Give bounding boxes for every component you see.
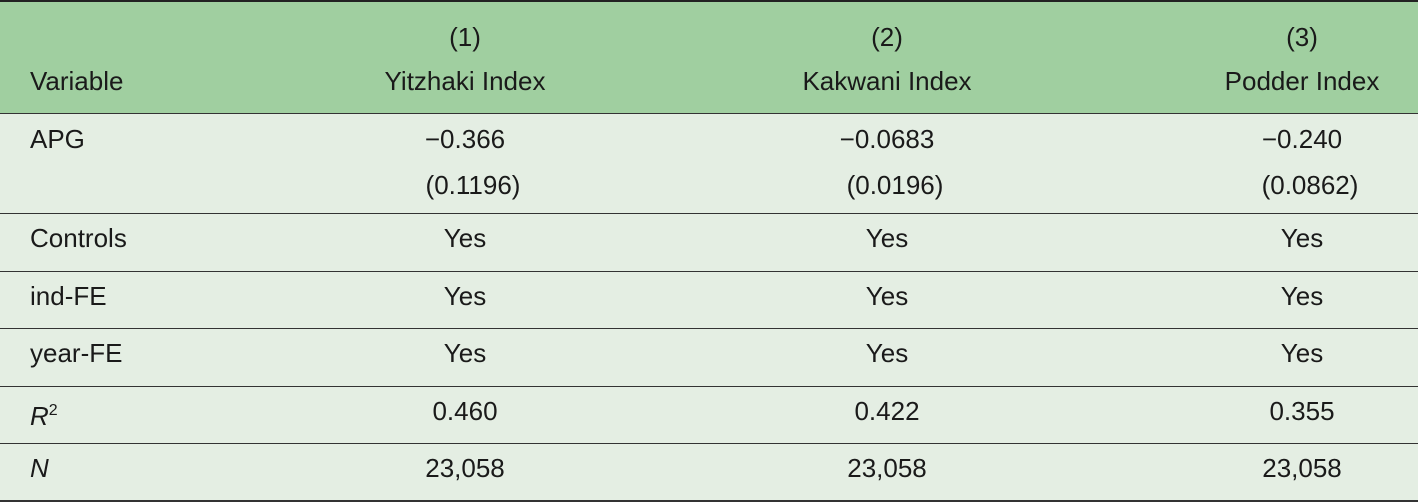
row-label-superscript: 2 [48, 401, 58, 419]
row-label-text: ind-FE [30, 280, 107, 311]
row-label-text: N [30, 453, 49, 483]
column-name: Podder Index [1224, 66, 1380, 96]
row-rule [0, 500, 1418, 502]
row-rule [0, 328, 1418, 329]
header-rule [0, 113, 1418, 114]
cell-std-error: (0.0862) [1261, 170, 1359, 200]
body-band [0, 114, 1418, 500]
row-rule [0, 443, 1418, 444]
cell-value: Yes [1280, 223, 1324, 253]
cell-value: 0.460 [432, 395, 498, 426]
cell-value: Yes [865, 223, 909, 253]
cell-value: 23,058 [1262, 453, 1342, 483]
row-label-text: R [30, 400, 49, 431]
cell-value: 0.355 [1269, 395, 1335, 426]
row-rule [0, 213, 1418, 214]
cell-value: Yes [443, 338, 487, 368]
row-label: R2 [30, 396, 58, 431]
column-name: Kakwani Index [802, 66, 972, 96]
cell-std-error: (0.1196) [425, 170, 521, 200]
column-name: Yitzhaki Index [384, 66, 546, 96]
cell-value: −0.240 [1261, 124, 1343, 154]
row-label-text: Controls [30, 223, 127, 253]
cell-value: −0.366 [424, 124, 506, 154]
cell-value: Yes [1280, 338, 1324, 368]
column-number: (3) [1286, 22, 1318, 52]
cell-value: 23,058 [847, 453, 927, 483]
row-label-text: year-FE [30, 338, 123, 368]
cell-value: Yes [443, 280, 487, 311]
cell-value: Yes [1280, 280, 1324, 311]
row-label: APG [30, 124, 85, 154]
cell-value: Yes [865, 280, 909, 311]
row-label: ind-FE [30, 281, 107, 311]
row-label: year-FE [30, 338, 122, 368]
column-number: (2) [871, 22, 903, 52]
cell-std-error: (0.0196) [846, 170, 944, 200]
cell-value: Yes [865, 338, 909, 368]
row-rule [0, 385, 1418, 387]
cell-value: 23,058 [425, 453, 505, 483]
row-label-text: APG [30, 124, 85, 154]
row-label: Controls [30, 223, 127, 253]
column-number: (1) [449, 22, 481, 52]
row-label: N [30, 453, 49, 483]
header-band [0, 0, 1418, 114]
header-variable: Variable [30, 66, 124, 96]
row-rule [0, 270, 1418, 272]
cell-value: −0.0683 [839, 124, 935, 154]
cell-value: Yes [443, 223, 487, 253]
cell-value: 0.422 [854, 395, 920, 426]
